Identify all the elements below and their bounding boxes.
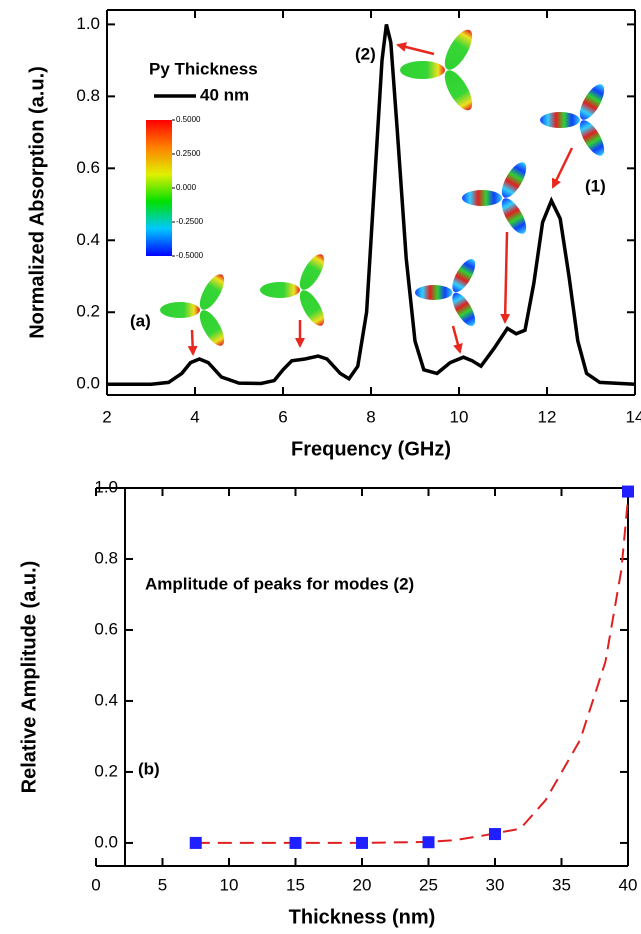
annotation: (1) [585,176,606,195]
x-tick-label: 0 [91,875,100,894]
colorbar-tick-label: 0.2500 [176,149,201,158]
data-point [622,485,634,498]
x-axis-title: Frequency (GHz) [291,438,451,460]
x-tick-label: 10 [220,875,239,894]
x-tick-label: 8 [366,407,375,426]
data-point [356,836,368,849]
y-tick-label: 0.8 [94,548,118,567]
y-tick-label: 0.0 [76,374,100,393]
y-tick-label: 0.8 [76,86,100,105]
x-tick-label: 14 [626,407,641,426]
data-point [422,836,435,849]
x-tick-label: 12 [538,407,557,426]
data-line [107,23,636,386]
legend-title: Py Thickness [149,59,258,78]
y-tick-label: 0.6 [76,158,100,177]
chart: 0 5 10 15 20 25 30 35 40 0.0 0.2 0.4 0.6 0.8 1.0 Thickn… [18,477,637,928]
colorbar-tick-label: 0.000 [176,183,197,192]
annotation: Amplitude of peaks for modes (2) [145,574,414,593]
x-tick-label: 5 [158,875,167,894]
y-tick-label: 1.0 [76,14,100,33]
x-tick-label: 35 [552,875,571,894]
colorbar-tick-label: 0.5000 [176,115,201,124]
x-tick-label: 10 [450,407,469,426]
data-point [289,836,302,849]
x-tick-label: 2 [102,407,111,426]
y-axis-title: Normalized Absorption (a.u.) [26,66,48,339]
x-tick-label: 40 [619,875,638,894]
x-tick-label: 20 [353,875,372,894]
legend-label: 40 nm [200,85,249,104]
colorbar [146,120,172,256]
chart: 2 4 6 8 10 12 14 0.0 0.2 0.4 0.6 0.8 1.0 Frequency (G… [26,9,641,460]
y-tick-label: 0.4 [76,230,100,249]
y-tick-label: 0.2 [76,302,100,321]
x-tick-label: 4 [190,407,199,426]
data-line [195,498,629,844]
colorbar-tick-label: -0.5000 [176,251,204,260]
y-tick-label: 0.4 [94,690,118,709]
x-tick-label: 6 [278,407,287,426]
x-tick-label: 30 [486,875,505,894]
y-tick-label: 0.2 [94,761,118,780]
data-point [189,836,202,849]
y-tick-label: 0.0 [94,832,118,851]
arrows [187,42,574,356]
y-tick-label: 1.0 [94,477,118,496]
annotation: (a) [130,311,151,330]
annotation: (2) [355,44,376,63]
y-tick-label: 0.6 [94,619,118,638]
colorbar-tick-label: -0.2500 [176,217,204,226]
y-axis-title: Relative Amplitude (a.u.) [18,561,40,794]
x-tick-label: 15 [286,875,305,894]
x-tick-label: 25 [419,875,438,894]
annotation: (b) [138,759,160,778]
x-axis-title: Thickness (nm) [289,906,436,928]
data-point [489,828,501,841]
